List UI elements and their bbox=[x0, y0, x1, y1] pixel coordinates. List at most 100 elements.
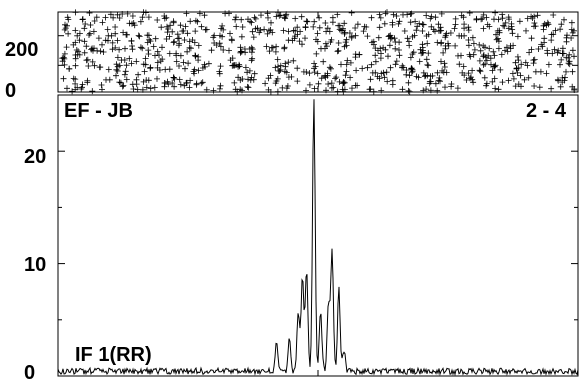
phase-point bbox=[187, 77, 194, 84]
phase-point bbox=[192, 53, 199, 60]
phase-ytick-0: 0 bbox=[5, 80, 16, 102]
phase-point bbox=[175, 42, 182, 49]
phase-point bbox=[460, 63, 467, 70]
phase-point bbox=[400, 11, 406, 18]
phase-point bbox=[139, 86, 146, 93]
phase-point bbox=[60, 54, 67, 61]
phase-point bbox=[376, 75, 383, 82]
phase-point bbox=[566, 61, 573, 68]
phase-point bbox=[251, 70, 258, 77]
phase-point bbox=[502, 47, 508, 54]
phase-point bbox=[119, 11, 126, 17]
phase-point bbox=[124, 10, 131, 17]
phase-point bbox=[334, 11, 341, 18]
phase-point bbox=[390, 11, 397, 18]
phase-point bbox=[95, 35, 102, 42]
phase-point bbox=[548, 85, 555, 92]
phase-point bbox=[72, 9, 79, 16]
phase-point bbox=[428, 23, 435, 30]
phase-point bbox=[427, 73, 434, 80]
phase-point bbox=[217, 82, 224, 89]
phase-point bbox=[147, 85, 154, 92]
phase-point bbox=[91, 45, 97, 52]
phase-point bbox=[133, 76, 140, 83]
phase-point bbox=[399, 86, 406, 93]
phase-point bbox=[405, 79, 412, 86]
phase-point bbox=[347, 59, 354, 66]
phase-point bbox=[219, 22, 226, 29]
phase-point bbox=[120, 82, 127, 89]
phase-point bbox=[320, 58, 327, 65]
phase-point bbox=[452, 15, 459, 22]
phase-point bbox=[254, 25, 261, 32]
phase-point bbox=[454, 85, 461, 92]
phase-point bbox=[216, 85, 223, 92]
phase-point bbox=[425, 31, 432, 38]
phase-point bbox=[480, 42, 487, 49]
phase-point bbox=[273, 43, 280, 50]
phase-point bbox=[89, 58, 96, 65]
phase-point bbox=[169, 80, 176, 86]
phase-point bbox=[134, 86, 141, 93]
phase-point bbox=[281, 44, 288, 51]
phase-point bbox=[393, 58, 400, 65]
phase-point bbox=[438, 10, 445, 17]
phase-point bbox=[220, 26, 227, 33]
phase-point bbox=[543, 22, 550, 29]
phase-point bbox=[284, 83, 291, 89]
phase-point bbox=[423, 12, 430, 19]
phase-point bbox=[443, 69, 450, 76]
phase-point bbox=[325, 81, 332, 87]
phase-point bbox=[479, 15, 486, 22]
phase-point bbox=[105, 66, 112, 73]
phase-point bbox=[558, 21, 565, 28]
phase-point bbox=[341, 20, 348, 27]
phase-point bbox=[514, 33, 521, 40]
phase-point bbox=[99, 86, 105, 93]
phase-point bbox=[395, 20, 402, 27]
phase-point bbox=[280, 27, 287, 34]
phase-point bbox=[210, 87, 217, 94]
phase-point bbox=[142, 9, 149, 16]
phase-point bbox=[137, 18, 144, 25]
phase-point bbox=[246, 46, 253, 52]
phase-point bbox=[408, 69, 415, 76]
phase-point bbox=[458, 12, 465, 19]
phase-point bbox=[176, 76, 183, 83]
phase-point bbox=[311, 60, 318, 67]
phase-point bbox=[191, 70, 198, 77]
phase-point bbox=[263, 43, 270, 50]
phase-point bbox=[228, 37, 235, 44]
phase-point bbox=[130, 86, 137, 92]
phase-point bbox=[343, 61, 350, 68]
phase-point bbox=[492, 9, 499, 16]
phase-point bbox=[90, 28, 97, 35]
phase-point bbox=[66, 65, 73, 72]
phase-point bbox=[330, 84, 337, 91]
phase-point bbox=[65, 30, 72, 37]
phase-point bbox=[86, 32, 92, 38]
phase-point bbox=[213, 42, 220, 48]
phase-point bbox=[249, 28, 256, 35]
phase-point bbox=[550, 12, 557, 18]
phase-point bbox=[551, 46, 558, 53]
phase-point bbox=[189, 37, 196, 43]
phase-point bbox=[144, 39, 151, 46]
phase-point bbox=[151, 84, 158, 91]
phase-point bbox=[165, 81, 172, 88]
phase-point bbox=[116, 46, 123, 53]
phase-point bbox=[491, 16, 497, 23]
phase-point bbox=[514, 53, 521, 60]
phase-point bbox=[483, 14, 490, 21]
phase-point bbox=[314, 38, 321, 45]
phase-point bbox=[403, 67, 410, 73]
phase-point bbox=[508, 23, 515, 30]
phase-point bbox=[372, 52, 379, 59]
phase-point bbox=[550, 31, 557, 38]
phase-point bbox=[283, 69, 290, 76]
phase-point bbox=[195, 67, 202, 74]
phase-point bbox=[315, 80, 322, 87]
phase-point bbox=[480, 25, 487, 32]
phase-point bbox=[136, 33, 143, 40]
phase-point bbox=[452, 21, 459, 28]
